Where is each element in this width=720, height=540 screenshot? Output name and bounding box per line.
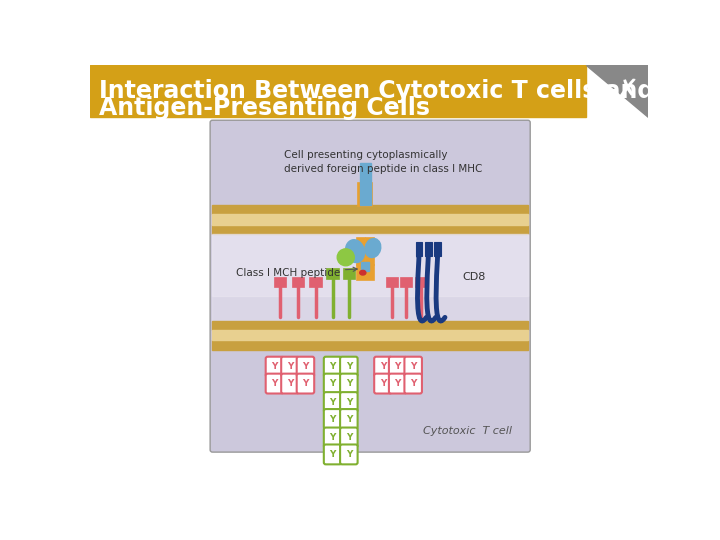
Bar xyxy=(212,205,528,214)
Bar xyxy=(212,330,528,340)
Text: Y: Y xyxy=(379,362,386,371)
FancyBboxPatch shape xyxy=(210,120,530,452)
Bar xyxy=(292,276,304,287)
Text: Y: Y xyxy=(329,379,336,388)
FancyBboxPatch shape xyxy=(389,374,406,394)
Text: Class I MCH peptide: Class I MCH peptide xyxy=(235,267,357,278)
Bar xyxy=(90,65,586,117)
Text: Y: Y xyxy=(346,379,352,388)
FancyBboxPatch shape xyxy=(324,428,341,448)
Text: Y: Y xyxy=(395,362,401,371)
Text: Cytotoxic  T cell: Cytotoxic T cell xyxy=(423,426,512,436)
Text: Y: Y xyxy=(329,433,336,442)
Text: ✗: ✗ xyxy=(616,77,639,105)
FancyBboxPatch shape xyxy=(266,357,283,376)
Bar xyxy=(274,276,286,287)
Ellipse shape xyxy=(365,239,381,258)
Bar xyxy=(310,276,322,287)
Bar xyxy=(386,276,398,287)
FancyBboxPatch shape xyxy=(297,357,314,376)
FancyBboxPatch shape xyxy=(324,409,341,429)
Bar xyxy=(343,268,355,279)
Text: Y: Y xyxy=(346,415,352,423)
Bar xyxy=(357,238,365,265)
Bar xyxy=(415,276,427,287)
FancyBboxPatch shape xyxy=(324,374,341,394)
Bar xyxy=(326,268,339,279)
Bar xyxy=(212,214,528,225)
Text: Y: Y xyxy=(287,379,293,388)
FancyBboxPatch shape xyxy=(282,374,299,394)
FancyBboxPatch shape xyxy=(266,374,283,394)
FancyBboxPatch shape xyxy=(374,374,392,394)
Bar xyxy=(425,242,432,256)
FancyBboxPatch shape xyxy=(405,374,422,394)
Text: Y: Y xyxy=(346,450,352,459)
Text: Y: Y xyxy=(329,450,336,459)
Text: Antigen-Presenting Cells: Antigen-Presenting Cells xyxy=(99,96,431,119)
Bar xyxy=(361,262,369,271)
FancyBboxPatch shape xyxy=(282,357,299,376)
Text: Y: Y xyxy=(329,362,336,371)
Text: Y: Y xyxy=(302,379,309,388)
Bar xyxy=(358,184,372,206)
Bar xyxy=(212,321,528,330)
FancyBboxPatch shape xyxy=(340,409,358,429)
FancyBboxPatch shape xyxy=(324,392,341,412)
Text: Y: Y xyxy=(329,397,336,407)
Text: Y: Y xyxy=(379,379,386,388)
Bar xyxy=(212,234,528,296)
Bar xyxy=(366,238,374,265)
Text: Y: Y xyxy=(346,433,352,442)
Text: Y: Y xyxy=(302,362,309,371)
Text: CD8: CD8 xyxy=(462,272,485,281)
FancyBboxPatch shape xyxy=(324,357,341,376)
FancyBboxPatch shape xyxy=(405,357,422,376)
Bar xyxy=(360,163,371,205)
Text: Y: Y xyxy=(346,397,352,407)
Bar xyxy=(415,242,423,256)
Ellipse shape xyxy=(337,249,354,266)
Polygon shape xyxy=(586,65,648,117)
Bar xyxy=(357,265,374,280)
FancyBboxPatch shape xyxy=(324,444,341,464)
Text: Y: Y xyxy=(346,362,352,371)
Text: Y: Y xyxy=(271,362,278,371)
FancyBboxPatch shape xyxy=(340,392,358,412)
FancyBboxPatch shape xyxy=(340,444,358,464)
Text: Y: Y xyxy=(287,362,293,371)
Text: Y: Y xyxy=(271,379,278,388)
FancyBboxPatch shape xyxy=(340,428,358,448)
Text: Y: Y xyxy=(410,379,416,388)
Bar xyxy=(212,225,528,234)
Ellipse shape xyxy=(346,240,364,262)
FancyBboxPatch shape xyxy=(297,374,314,394)
FancyBboxPatch shape xyxy=(340,374,358,394)
Bar xyxy=(434,242,441,256)
Bar xyxy=(212,340,528,350)
FancyBboxPatch shape xyxy=(340,357,358,376)
FancyBboxPatch shape xyxy=(389,357,406,376)
Text: Cell presenting cytoplasmically
derived foreign peptide in class I MHC: Cell presenting cytoplasmically derived … xyxy=(284,150,482,173)
Text: Interaction Between Cytotoxic T cells and: Interaction Between Cytotoxic T cells an… xyxy=(99,79,654,103)
Text: Y: Y xyxy=(395,379,401,388)
Text: Y: Y xyxy=(329,415,336,423)
Bar xyxy=(400,276,413,287)
Text: Y: Y xyxy=(410,362,416,371)
Ellipse shape xyxy=(360,271,366,275)
Bar xyxy=(212,234,528,321)
FancyBboxPatch shape xyxy=(374,357,392,376)
